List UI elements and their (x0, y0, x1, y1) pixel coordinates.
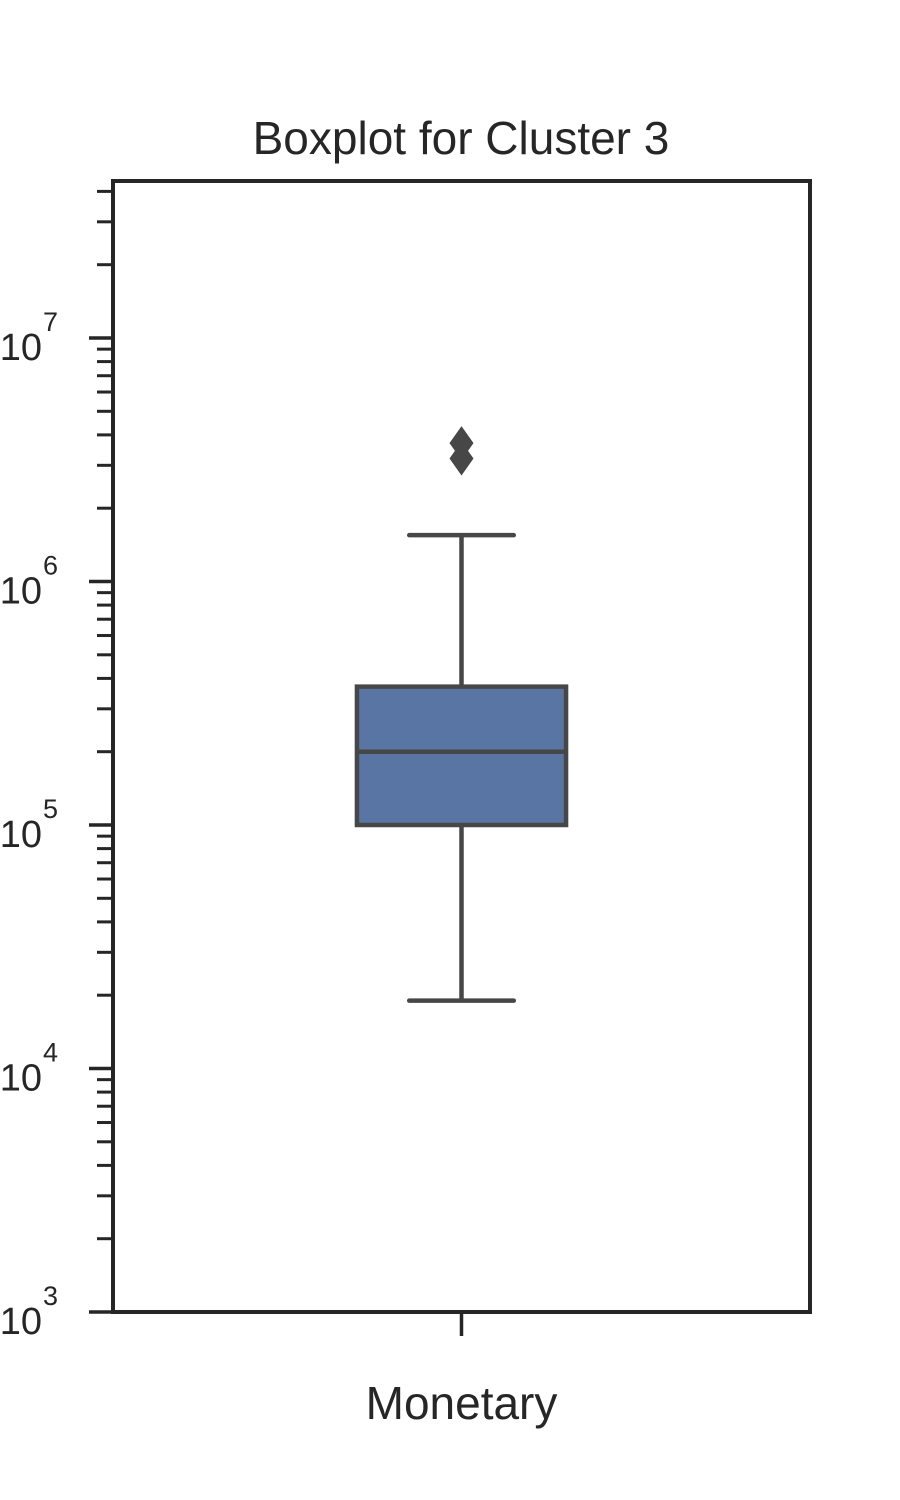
x-tick-label: Monetary (366, 1377, 558, 1429)
box-group (354, 426, 569, 1003)
y-tick-exponent: 7 (43, 307, 58, 337)
x-axis: Monetary (366, 1312, 558, 1429)
y-tick-exponent: 6 (43, 551, 58, 581)
y-tick-label: 10 (0, 1301, 42, 1343)
chart-title: Boxplot for Cluster 3 (253, 112, 670, 164)
y-tick-label: 10 (0, 1058, 42, 1100)
iqr-box (354, 684, 569, 828)
y-tick-exponent: 3 (43, 1281, 58, 1311)
plot-area (354, 426, 569, 1003)
y-tick-label: 10 (0, 814, 42, 856)
y-tick-label: 10 (0, 327, 42, 369)
y-tick-exponent: 4 (43, 1038, 58, 1068)
y-tick-label: 10 (0, 571, 42, 613)
outlier-point (449, 426, 474, 461)
y-tick-exponent: 5 (43, 794, 58, 824)
